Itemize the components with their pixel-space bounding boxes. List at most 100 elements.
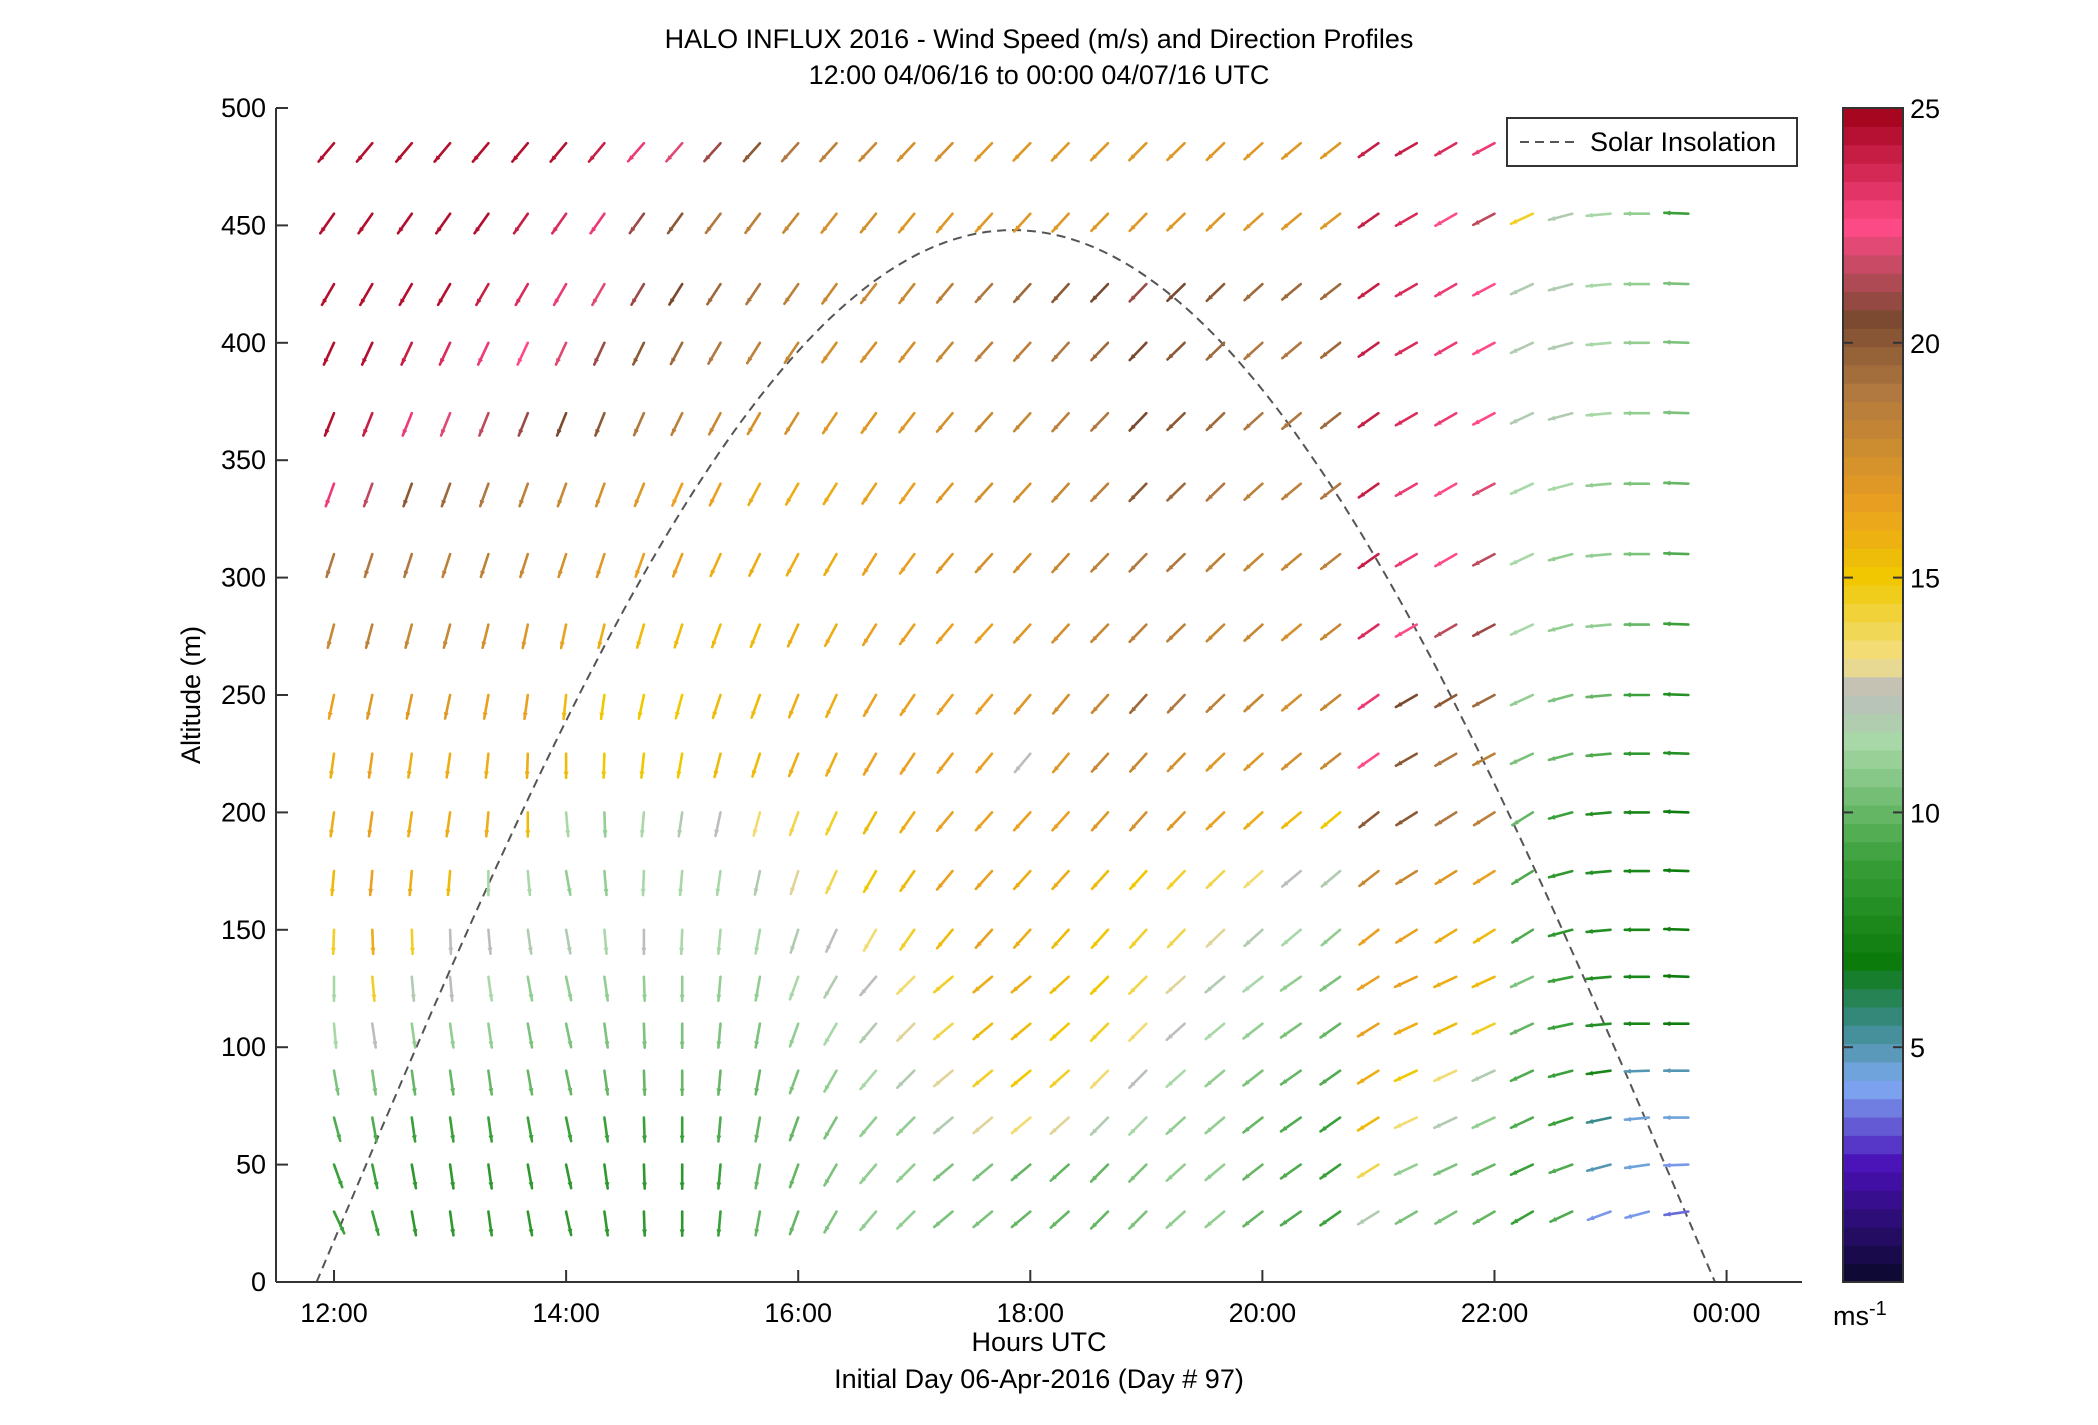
wind-arrow xyxy=(396,212,414,235)
wind-arrow xyxy=(1394,623,1418,638)
wind-arrow xyxy=(487,1022,494,1049)
wind-arrow xyxy=(895,975,916,996)
wind-arrow xyxy=(557,552,568,579)
wind-arrow xyxy=(1205,341,1226,361)
wind-arrow xyxy=(1623,809,1651,815)
wind-arrow xyxy=(859,1163,878,1185)
wind-arrow xyxy=(1165,1163,1186,1182)
colorbar-band xyxy=(1843,236,1903,256)
wind-arrow xyxy=(1663,1162,1690,1168)
colorbar-band xyxy=(1843,566,1903,586)
wind-arrow xyxy=(487,1116,494,1143)
wind-arrow xyxy=(972,1210,994,1229)
wind-arrow xyxy=(640,869,646,897)
wind-arrow xyxy=(1166,752,1186,773)
wind-arrow xyxy=(1509,752,1535,766)
colorbar-band xyxy=(1843,438,1903,458)
wind-arrow xyxy=(1623,281,1651,287)
wind-arrow xyxy=(1623,410,1651,416)
wind-arrow xyxy=(932,975,954,994)
y-tick-label: 150 xyxy=(221,915,266,945)
wind-arrow xyxy=(526,1022,534,1049)
colorbar-band xyxy=(1843,401,1903,421)
wind-arrow xyxy=(974,928,994,949)
wind-arrow xyxy=(317,141,336,163)
wind-arrow xyxy=(587,141,606,163)
wind-arrow xyxy=(1585,1116,1612,1124)
colorbar-band xyxy=(1843,163,1903,182)
wind-arrow xyxy=(932,1210,954,1229)
wind-arrow xyxy=(1243,811,1264,830)
wind-arrow xyxy=(370,975,377,1003)
wind-arrow xyxy=(1281,928,1302,947)
wind-arrow xyxy=(1509,282,1535,296)
colorbar-band xyxy=(1843,676,1903,696)
wind-arrow xyxy=(1243,341,1264,361)
wind-arrow xyxy=(1585,282,1612,289)
colorbar-band xyxy=(1843,1153,1903,1173)
wind-arrow xyxy=(1049,1210,1070,1229)
wind-arrow xyxy=(1243,212,1264,231)
wind-arrow xyxy=(666,212,684,235)
wind-arrow xyxy=(1548,1163,1574,1175)
wind-arrow xyxy=(679,1022,685,1049)
wind-arrow xyxy=(1472,282,1496,297)
wind-arrow xyxy=(512,212,530,235)
wind-arrow xyxy=(1472,411,1496,426)
wind-arrow xyxy=(1434,693,1458,709)
wind-arrow xyxy=(1663,480,1690,486)
wind-arrow xyxy=(1013,752,1032,774)
wind-arrow xyxy=(859,212,878,234)
wind-arrow xyxy=(1547,928,1574,938)
wind-arrow xyxy=(329,869,336,897)
wind-arrow xyxy=(518,482,530,508)
wind-arrow xyxy=(448,928,454,956)
wind-arrow xyxy=(1319,693,1342,712)
wind-arrow xyxy=(1281,411,1302,431)
wind-arrow xyxy=(1623,868,1651,874)
wind-arrow xyxy=(1205,623,1226,643)
wind-arrow xyxy=(487,928,493,956)
wind-arrow xyxy=(1129,928,1148,949)
wind-arrow xyxy=(1320,811,1342,830)
wind-arrow xyxy=(631,341,646,366)
wind-arrow xyxy=(936,693,954,716)
wind-arrow xyxy=(1165,1022,1186,1042)
wind-arrow xyxy=(1089,141,1110,162)
wind-arrow xyxy=(1511,811,1535,827)
wind-arrow xyxy=(603,869,609,897)
wind-arrow xyxy=(975,693,994,715)
wind-arrow xyxy=(1434,552,1458,568)
wind-arrow xyxy=(516,341,530,366)
wind-arrow xyxy=(1623,211,1651,217)
wind-arrow xyxy=(322,341,336,366)
wind-arrow xyxy=(433,141,452,163)
wind-arrow xyxy=(896,141,916,163)
wind-arrow xyxy=(1049,975,1070,995)
wind-arrow xyxy=(1319,1069,1342,1086)
wind-arrow xyxy=(1623,481,1651,487)
wind-arrow xyxy=(594,482,606,508)
wind-arrow xyxy=(1356,1069,1380,1085)
colorbar-band xyxy=(1843,731,1903,751)
wind-arrow xyxy=(483,752,490,779)
wind-arrow xyxy=(1012,411,1032,433)
wind-arrow xyxy=(1242,1210,1264,1228)
wind-arrow xyxy=(603,1163,610,1190)
y-tick-label: 300 xyxy=(221,563,266,593)
wind-arrow xyxy=(1051,623,1070,644)
wind-arrow xyxy=(1547,869,1574,879)
wind-arrow xyxy=(1090,623,1110,644)
wind-arrow xyxy=(671,482,684,507)
wind-arrow xyxy=(1623,622,1651,628)
wind-arrow xyxy=(1319,341,1342,359)
wind-arrow xyxy=(332,1210,346,1235)
colorbar-band xyxy=(1843,346,1903,366)
wind-arrow xyxy=(448,1022,456,1049)
wind-arrow xyxy=(1204,1069,1226,1088)
wind-arrow xyxy=(1547,752,1574,762)
x-tick-label: 22:00 xyxy=(1461,1298,1529,1328)
wind-arrow xyxy=(859,1116,878,1138)
wind-arrow xyxy=(641,1069,647,1096)
colorbar-band xyxy=(1843,603,1903,623)
